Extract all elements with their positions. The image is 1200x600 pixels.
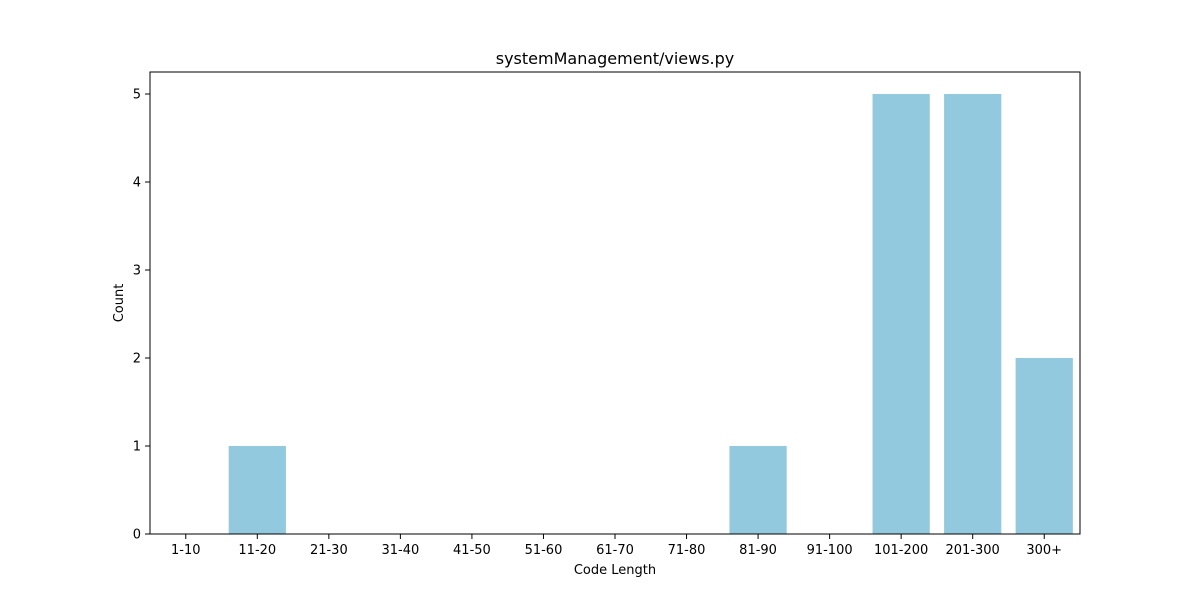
y-axis-label: Count <box>112 284 127 323</box>
x-axis-label: Code Length <box>574 563 656 578</box>
y-tick-label: 0 <box>133 528 141 543</box>
bar-11-20 <box>228 446 286 534</box>
bar-101-200 <box>872 94 930 534</box>
y-tick-label: 4 <box>133 176 141 191</box>
x-tick-label: 51-60 <box>525 543 563 558</box>
y-tick-label: 1 <box>133 440 141 455</box>
x-tick-label: 201-300 <box>946 543 1000 558</box>
y-axis: 0 1 2 3 4 5 <box>133 88 150 543</box>
bar-201-300 <box>944 94 1002 534</box>
plot-frame <box>149 71 1081 535</box>
y-tick-label: 5 <box>133 88 141 103</box>
x-tick-label: 101-200 <box>874 543 928 558</box>
x-tick-label: 41-50 <box>453 543 491 558</box>
bar-300+ <box>1015 358 1073 534</box>
bars-group <box>228 94 1073 534</box>
x-tick-label: 11-20 <box>238 543 276 558</box>
x-tick-label: 300+ <box>1026 543 1062 558</box>
y-tick-label: 2 <box>133 352 141 367</box>
x-tick-label: 91-100 <box>807 543 853 558</box>
x-tick-label: 1-10 <box>171 543 201 558</box>
x-tick-label: 81-90 <box>739 543 777 558</box>
bar-81-90 <box>729 446 787 534</box>
y-tick-label: 3 <box>133 264 141 279</box>
x-tick-label: 31-40 <box>381 543 419 558</box>
x-tick-label: 71-80 <box>668 543 706 558</box>
chart-title: systemManagement/views.py <box>496 49 735 68</box>
x-axis: 1-10 11-20 21-30 31-40 41-50 51-60 61-70 71-80 8… <box>171 534 1062 558</box>
x-tick-label: 21-30 <box>310 543 348 558</box>
x-tick-label: 61-70 <box>596 543 634 558</box>
